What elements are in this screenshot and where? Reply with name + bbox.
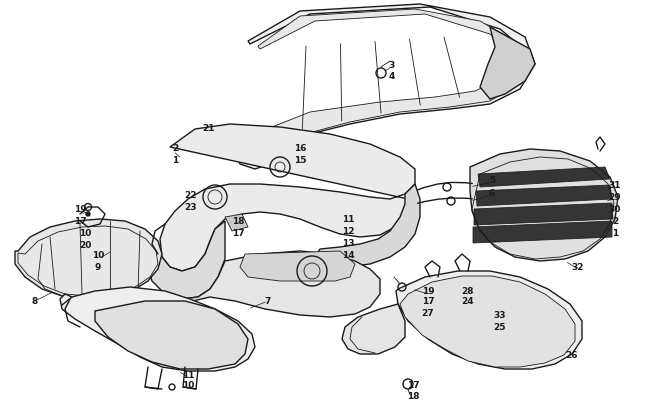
Polygon shape	[242, 10, 522, 160]
Polygon shape	[470, 149, 618, 261]
Text: 9: 9	[95, 263, 101, 272]
Text: 18: 18	[232, 217, 244, 226]
Text: 27: 27	[422, 308, 434, 317]
Text: 31: 31	[609, 180, 621, 189]
Text: 1: 1	[172, 155, 178, 164]
Polygon shape	[473, 222, 612, 243]
Text: 17: 17	[407, 381, 419, 390]
Text: 17: 17	[422, 297, 434, 306]
Text: 2: 2	[612, 216, 618, 225]
Text: 22: 22	[184, 191, 196, 200]
Polygon shape	[240, 252, 355, 281]
Polygon shape	[60, 287, 255, 371]
Text: 25: 25	[494, 322, 506, 331]
Text: 3: 3	[389, 60, 395, 69]
Text: 10: 10	[79, 228, 91, 237]
Text: 28: 28	[462, 286, 474, 295]
Text: 14: 14	[342, 251, 354, 260]
Polygon shape	[235, 5, 535, 170]
Text: 2: 2	[172, 143, 178, 152]
Text: 21: 21	[202, 123, 214, 132]
Text: 16: 16	[294, 143, 306, 152]
Polygon shape	[315, 185, 420, 267]
Polygon shape	[396, 271, 582, 369]
Text: 24: 24	[462, 297, 474, 306]
Circle shape	[86, 213, 90, 216]
Polygon shape	[95, 301, 248, 369]
Polygon shape	[478, 168, 610, 188]
Text: 13: 13	[342, 239, 354, 248]
Polygon shape	[160, 125, 415, 271]
Text: 20: 20	[79, 241, 91, 250]
Text: 1: 1	[612, 228, 618, 237]
Text: 10: 10	[182, 381, 194, 390]
Text: 17: 17	[73, 216, 86, 225]
Text: 7: 7	[265, 297, 271, 306]
Text: 11: 11	[182, 370, 194, 379]
Text: 10: 10	[92, 251, 104, 260]
Polygon shape	[400, 276, 575, 367]
Polygon shape	[225, 215, 248, 231]
Text: 11: 11	[342, 215, 354, 224]
Text: 32: 32	[572, 262, 584, 271]
Polygon shape	[148, 222, 225, 299]
Text: 8: 8	[32, 297, 38, 306]
Polygon shape	[474, 203, 613, 226]
Polygon shape	[480, 28, 535, 100]
Polygon shape	[182, 252, 380, 317]
Text: 19: 19	[73, 205, 86, 214]
Text: 19: 19	[422, 286, 434, 295]
Text: 6: 6	[489, 188, 495, 197]
Polygon shape	[476, 185, 612, 207]
Polygon shape	[15, 220, 162, 299]
Text: 17: 17	[231, 228, 244, 237]
Text: 18: 18	[407, 392, 419, 401]
Text: 30: 30	[609, 204, 621, 213]
Text: 4: 4	[389, 71, 395, 80]
Text: 33: 33	[494, 311, 506, 320]
Polygon shape	[342, 304, 405, 354]
Text: 29: 29	[608, 192, 621, 201]
Text: 26: 26	[566, 351, 578, 360]
Text: 23: 23	[184, 202, 196, 211]
Text: 12: 12	[342, 227, 354, 236]
Text: 15: 15	[294, 155, 306, 164]
Text: 5: 5	[489, 175, 495, 184]
